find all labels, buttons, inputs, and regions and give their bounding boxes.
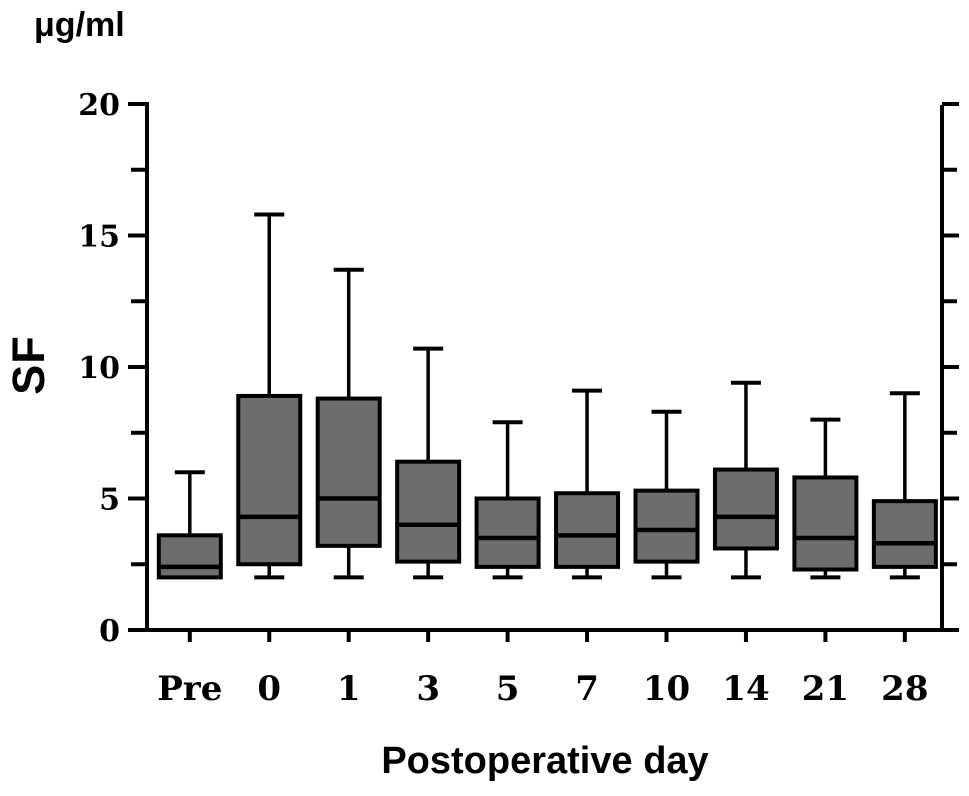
x-tick-label: 3 (416, 669, 440, 709)
x-tick-label: 0 (257, 669, 281, 709)
box-5 (474, 496, 541, 569)
x-tick-label: Pre (157, 669, 222, 709)
y-tick-label: 10 (78, 351, 120, 386)
x-tick-label: 5 (496, 669, 520, 709)
y-tick-label: 5 (99, 483, 120, 518)
y-axis-unit-label: μg/ml (34, 6, 125, 44)
x-tick-label: 28 (881, 669, 928, 709)
box-Pre (156, 533, 223, 580)
x-tick-label: 1 (337, 669, 361, 709)
y-tick-label: 0 (99, 614, 120, 649)
x-tick-label: 21 (802, 669, 849, 709)
y-tick-label: 15 (78, 220, 120, 255)
box-28 (871, 499, 938, 569)
box-3 (395, 459, 462, 564)
box-10 (633, 488, 700, 564)
x-axis-title: Postoperative day (381, 740, 709, 782)
box-14 (712, 467, 779, 551)
x-tick-label: 7 (575, 669, 599, 709)
box-7 (554, 491, 621, 569)
x-tick-label: 10 (643, 669, 690, 709)
box-1 (315, 396, 382, 548)
y-tick-label: 20 (78, 88, 120, 123)
box-0 (236, 393, 303, 567)
box-21 (792, 475, 859, 572)
x-tick-label: 14 (722, 669, 769, 709)
